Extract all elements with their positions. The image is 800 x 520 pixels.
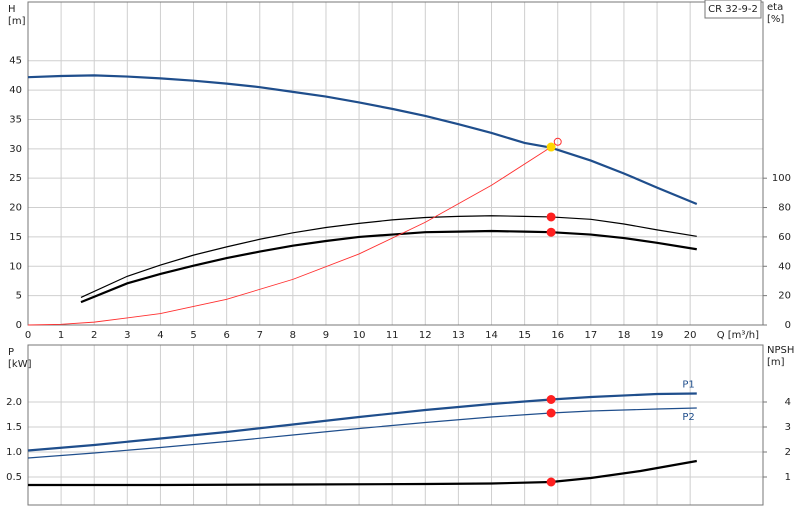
operating-point xyxy=(553,137,562,146)
x-tick-label: 12 xyxy=(419,330,432,341)
operating-point xyxy=(546,477,556,487)
x-tick-label: 18 xyxy=(618,330,631,341)
series-line xyxy=(80,229,697,304)
x-tick-label: 2 xyxy=(91,330,97,341)
y-tick-label: 1.0 xyxy=(6,447,22,458)
series-line xyxy=(27,407,697,459)
y2-tick-label: 2 xyxy=(785,447,791,458)
y2-tick-label: 20 xyxy=(778,291,791,302)
x-tick-label: 5 xyxy=(190,330,196,341)
y2-tick-label: 40 xyxy=(778,261,791,272)
series-line xyxy=(27,392,697,452)
x-axis-title: Q [m³/h] xyxy=(717,330,759,341)
y2-axis-title: [%] xyxy=(767,14,784,25)
x-tick-label: 1 xyxy=(58,330,64,341)
y-axis-title: H xyxy=(8,4,16,15)
series-label: P2 xyxy=(682,412,694,423)
y-tick-label: 5 xyxy=(16,291,22,302)
x-tick-label: 19 xyxy=(651,330,664,341)
plot-frame xyxy=(27,1,764,326)
y-tick-label: 25 xyxy=(9,173,22,184)
y-tick-label: 10 xyxy=(9,261,22,272)
y-axis-title: [m] xyxy=(8,16,26,27)
x-tick-label: 15 xyxy=(518,330,531,341)
series-label: P1 xyxy=(682,380,694,391)
series-line xyxy=(28,459,697,487)
y2-tick-label: 80 xyxy=(778,203,791,214)
plot-frame xyxy=(27,344,764,506)
y-tick-label: 2.0 xyxy=(6,397,22,408)
series-line xyxy=(80,215,697,298)
y-tick-label: 1.5 xyxy=(6,422,22,433)
y-axis-title: P xyxy=(8,347,14,358)
operating-point xyxy=(546,408,556,418)
y-tick-label: 40 xyxy=(9,85,22,96)
y2-tick-label: 4 xyxy=(785,397,791,408)
x-tick-label: 7 xyxy=(257,330,263,341)
chart-title: CR 32-9-2 xyxy=(708,4,758,15)
y-tick-label: 35 xyxy=(9,114,22,125)
y2-tick-label: 0 xyxy=(785,320,791,331)
x-tick-label: 3 xyxy=(124,330,130,341)
x-tick-label: 4 xyxy=(157,330,163,341)
x-tick-label: 17 xyxy=(584,330,597,341)
y-tick-label: 0 xyxy=(16,320,22,331)
y-tick-label: 20 xyxy=(9,203,22,214)
y-tick-label: 0.5 xyxy=(6,472,22,483)
y2-axis-title: [m] xyxy=(767,357,785,368)
x-tick-label: 13 xyxy=(452,330,465,341)
y2-tick-label: 1 xyxy=(785,472,791,483)
x-tick-label: 16 xyxy=(551,330,564,341)
x-tick-label: 10 xyxy=(353,330,366,341)
x-tick-label: 14 xyxy=(485,330,498,341)
operating-point xyxy=(546,212,556,222)
operating-point xyxy=(546,227,556,237)
operating-point xyxy=(546,395,556,404)
title-box xyxy=(704,0,762,19)
y-tick-label: 15 xyxy=(9,232,22,243)
y-tick-label: 45 xyxy=(9,56,22,67)
x-tick-label: 9 xyxy=(323,330,329,341)
series-line xyxy=(27,74,698,206)
y-axis-title: [kW] xyxy=(8,359,32,370)
y2-axis-title: eta xyxy=(767,2,783,13)
y2-tick-label: 100 xyxy=(772,173,791,184)
y2-tick-label: 60 xyxy=(778,232,791,243)
x-tick-label: 8 xyxy=(290,330,296,341)
series-line xyxy=(27,146,552,326)
x-tick-label: 11 xyxy=(386,330,399,341)
operating-point xyxy=(546,142,556,152)
y-tick-label: 30 xyxy=(9,144,22,155)
x-tick-label: 20 xyxy=(684,330,697,341)
x-tick-label: 0 xyxy=(25,330,31,341)
y2-axis-title: NPSH xyxy=(767,345,794,356)
y2-tick-label: 3 xyxy=(785,422,791,433)
x-tick-label: 6 xyxy=(223,330,229,341)
